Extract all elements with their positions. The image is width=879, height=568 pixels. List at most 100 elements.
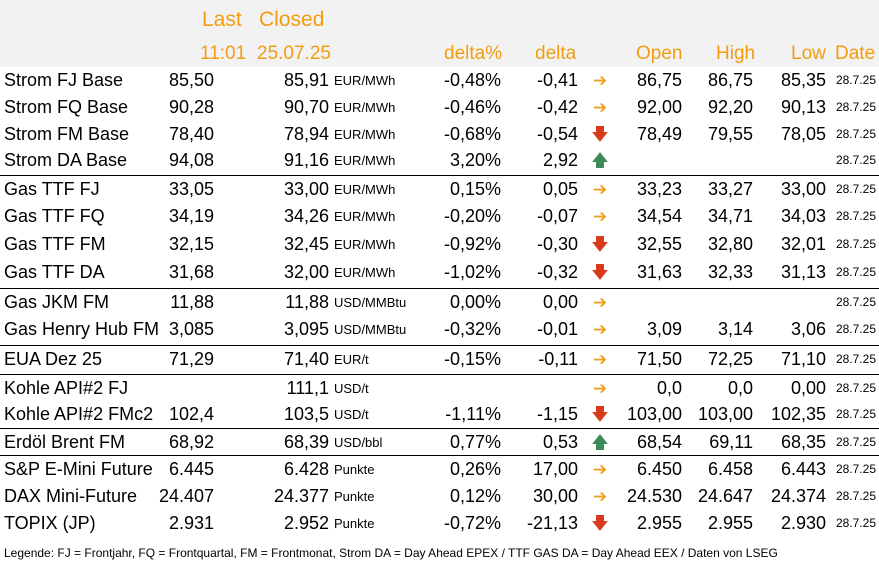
high-value: 34,71: [707, 206, 753, 226]
last-value: 68,92: [168, 432, 214, 452]
low-value: 32,01: [780, 234, 826, 254]
delta-pct-value: -0,48%: [443, 70, 501, 90]
high-value: 33,27: [707, 179, 753, 199]
table-row: Erdöl Brent FM 68,92 68,39 USD/bbl 0,77% 0,53…: [0, 428, 879, 456]
arrow-right-icon: ➔: [592, 71, 608, 90]
arrow-right-icon: ➔: [592, 98, 608, 117]
low-value: 6.443: [780, 459, 826, 479]
unit: Punkte: [334, 516, 375, 531]
high-value: 92,20: [707, 97, 753, 117]
delta-pct-value: -0,92%: [443, 234, 501, 254]
unit: EUR/MWh: [334, 127, 396, 142]
date-value: 28.7.25: [835, 182, 876, 196]
last-value: 78,40: [168, 124, 214, 144]
closed-value: 85,91: [283, 70, 329, 90]
open-value: 0,0: [656, 378, 682, 398]
last-value: 33,05: [168, 179, 214, 199]
high-value: 24.647: [697, 486, 753, 506]
high-value: 2.955: [707, 513, 753, 533]
delta-value: 0,00: [542, 292, 578, 312]
date-value: 28.7.25: [835, 153, 876, 167]
table-row: S&P E-Mini Future 6.445 6.428 Punkte 0,26% 17…: [0, 455, 879, 483]
delta-value: -1,15: [536, 404, 578, 424]
date-value: 28.7.25: [835, 407, 876, 421]
open-value: 103,00: [626, 404, 682, 424]
delta-pct-value: 0,26%: [449, 459, 501, 479]
delta-value: 0,05: [542, 179, 578, 199]
closed-value: 32,45: [283, 234, 329, 254]
table-row: Gas TTF FM 32,15 32,45 EUR/MWh -0,92% -0,30 32…: [0, 231, 879, 258]
low-value: 34,03: [780, 206, 826, 226]
unit: USD/MMBtu: [334, 322, 407, 337]
delta-value: -0,54: [536, 124, 578, 144]
delta-pct-value: -0,15%: [443, 349, 501, 369]
open-value: 71,50: [636, 349, 682, 369]
date-value: 28.7.25: [835, 265, 876, 279]
arrow-right-icon: ➔: [592, 460, 608, 479]
last-value: 3,085: [168, 319, 214, 339]
high-value: 103,00: [697, 404, 753, 424]
table-row: Gas TTF FQ 34,19 34,26 EUR/MWh -0,20% -0,07 34…: [0, 203, 879, 230]
closed-value: 34,26: [283, 206, 329, 226]
delta-value: -0,11: [538, 349, 578, 369]
closed-value: 103,5: [283, 404, 329, 424]
last-value: 71,29: [168, 349, 214, 369]
table-row: Kohle API#2 FMc2 102,4 103,5 USD/t -1,11% -1,…: [0, 401, 879, 428]
delta-value: -0,07: [536, 206, 578, 226]
low-value: 33,00: [780, 179, 826, 199]
delta-pct-value: -0,68%: [443, 124, 501, 144]
low-value: 24.374: [770, 486, 826, 506]
delta-value: -0,42: [536, 97, 578, 117]
unit: EUR/MWh: [334, 182, 396, 197]
table-row: Gas JKM FM 11,88 11,88 USD/MMBtu 0,00% 0,00 28…: [0, 288, 879, 316]
high-value: 32,80: [707, 234, 753, 254]
delta-value: -0,01: [536, 319, 578, 339]
last-value: 24.407: [158, 486, 214, 506]
delta-pct-value: 0,00%: [449, 292, 501, 312]
table-header: Last Closed 11:01 25.07.25 delta% delta …: [0, 0, 879, 67]
unit: USD/t: [334, 407, 369, 422]
closed-value: 111,1: [286, 378, 329, 398]
open-value: 6.450: [636, 459, 682, 479]
delta-pct-value: -1,02%: [443, 262, 501, 282]
high-value: 72,25: [707, 349, 753, 369]
unit: EUR/MWh: [334, 100, 396, 115]
unit: USD/MMBtu: [334, 295, 407, 310]
row-name: Gas TTF FQ: [4, 206, 105, 226]
row-name: TOPIX (JP): [4, 513, 96, 533]
row-name: Gas TTF FM: [4, 234, 106, 254]
date-value: 28.7.25: [835, 435, 876, 449]
unit: EUR/MWh: [334, 265, 396, 280]
delta-pct-value: 3,20%: [449, 150, 501, 170]
arrow-up-icon: 🡅: [591, 151, 609, 170]
high-value: 32,33: [707, 262, 753, 282]
table-row: Gas TTF FJ 33,05 33,00 EUR/MWh 0,15% 0,05 33,2…: [0, 175, 879, 203]
unit: EUR/MWh: [334, 237, 396, 252]
date-value: 28.7.25: [835, 73, 876, 87]
closed-value: 24.377: [273, 486, 329, 506]
delta-value: -0,30: [536, 234, 578, 254]
header-delta: delta: [535, 43, 577, 64]
delta-pct-value: 0,12%: [449, 486, 501, 506]
delta-value: -0,41: [536, 70, 578, 90]
table-row: EUA Dez 25 71,29 71,40 EUR/t -0,15% -0,11 71,5…: [0, 345, 879, 373]
closed-value: 2.952: [283, 513, 329, 533]
date-value: 28.7.25: [835, 462, 876, 476]
arrow-down-icon: 🡇: [591, 125, 609, 144]
table-row: DAX Mini-Future 24.407 24.377 Punkte 0,12% 30…: [0, 483, 879, 510]
low-value: 0,00: [790, 378, 826, 398]
closed-value: 33,00: [283, 179, 329, 199]
delta-value: 0,53: [542, 432, 578, 452]
high-value: 79,55: [707, 124, 753, 144]
closed-value: 91,16: [283, 150, 329, 170]
arrow-right-icon: ➔: [592, 207, 608, 226]
unit: EUR/MWh: [334, 73, 396, 88]
row-name: Gas Henry Hub FM: [4, 319, 160, 339]
low-value: 71,10: [780, 349, 826, 369]
unit: Punkte: [334, 489, 375, 504]
row-name: Gas TTF DA: [4, 262, 105, 282]
high-value: 6.458: [707, 459, 753, 479]
arrow-down-icon: 🡇: [591, 405, 609, 424]
open-value: 32,55: [636, 234, 682, 254]
date-value: 28.7.25: [835, 295, 876, 309]
